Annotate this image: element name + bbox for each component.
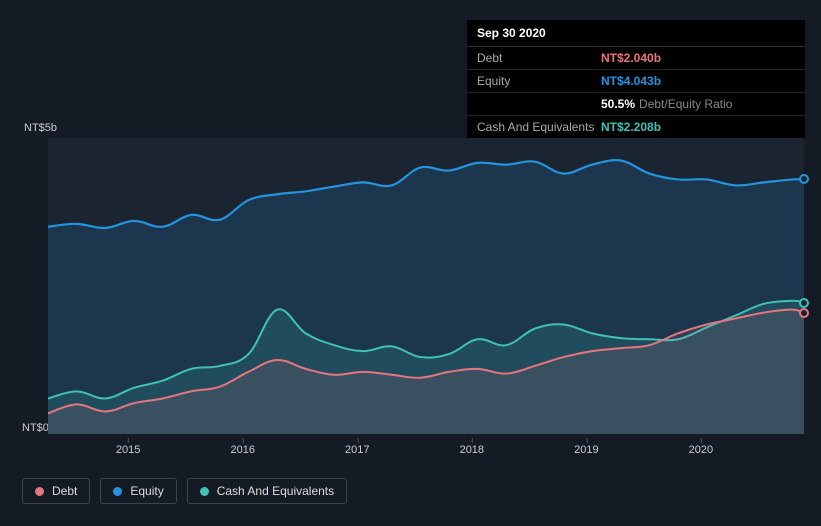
series-end-marker: [799, 308, 809, 318]
tooltip-row-label: Debt: [477, 51, 601, 65]
x-axis-tick: 2017: [345, 444, 369, 456]
tooltip-row-value: NT$2.040b: [601, 51, 661, 65]
tooltip-row-value: NT$4.043b: [601, 74, 661, 88]
data-tooltip: Sep 30 2020 DebtNT$2.040bEquityNT$4.043b…: [467, 20, 805, 138]
x-axis-tick: 2019: [574, 444, 598, 456]
tooltip-row-extra: Debt/Equity Ratio: [639, 97, 732, 111]
y-axis-max-label: NT$5b: [24, 122, 57, 134]
tooltip-row-label: Cash And Equivalents: [477, 120, 601, 134]
tooltip-row: DebtNT$2.040b: [467, 47, 805, 70]
legend-label: Cash And Equivalents: [217, 484, 334, 498]
series-end-marker: [799, 174, 809, 184]
chart-plot-area[interactable]: [48, 138, 804, 434]
tooltip-row: 50.5% Debt/Equity Ratio: [467, 93, 805, 116]
chart-legend: Debt Equity Cash And Equivalents: [22, 478, 347, 504]
legend-dot-icon: [113, 487, 122, 496]
tooltip-row: Cash And EquivalentsNT$2.208b: [467, 116, 805, 138]
tooltip-row: EquityNT$4.043b: [467, 70, 805, 93]
x-axis-tick: 2018: [460, 444, 484, 456]
x-axis: 2015 2016 2017 2018 2019 2020: [48, 440, 804, 460]
x-axis-tick: 2020: [689, 444, 713, 456]
tooltip-row-value: 50.5%: [601, 97, 635, 111]
legend-label: Equity: [130, 484, 163, 498]
tooltip-row-label: [477, 97, 601, 111]
y-axis-min-label: NT$0: [22, 422, 49, 434]
legend-dot-icon: [200, 487, 209, 496]
legend-item[interactable]: Cash And Equivalents: [187, 478, 347, 504]
tooltip-row-label: Equity: [477, 74, 601, 88]
legend-dot-icon: [35, 487, 44, 496]
legend-label: Debt: [52, 484, 77, 498]
legend-item[interactable]: Debt: [22, 478, 90, 504]
x-axis-tick: 2016: [230, 444, 254, 456]
legend-item[interactable]: Equity: [100, 478, 176, 504]
x-axis-tick: 2015: [116, 444, 140, 456]
series-end-marker: [799, 298, 809, 308]
tooltip-date: Sep 30 2020: [467, 20, 805, 47]
tooltip-row-value: NT$2.208b: [601, 120, 661, 134]
chart-svg: [48, 138, 804, 434]
